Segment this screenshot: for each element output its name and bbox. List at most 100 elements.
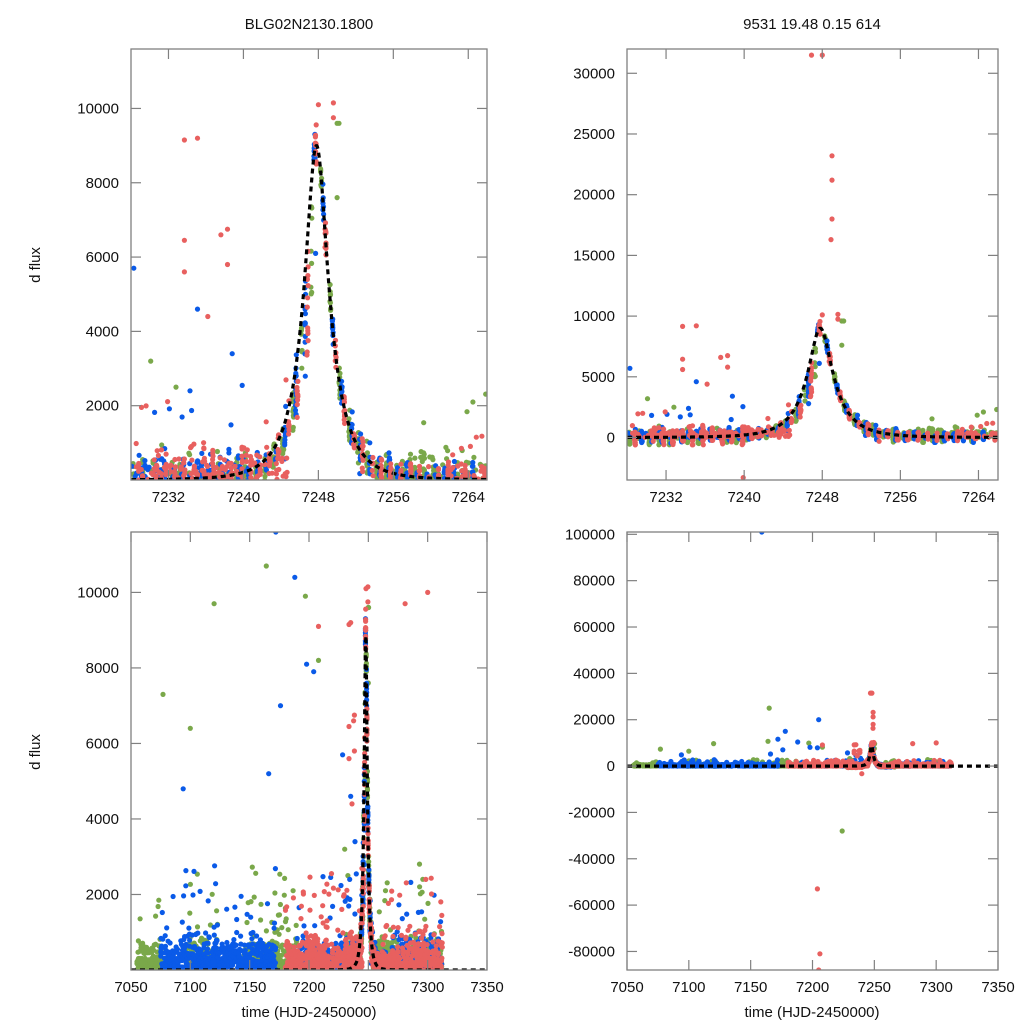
data-point-blue <box>246 483 251 488</box>
data-point-red <box>635 411 641 417</box>
data-point-blue <box>199 450 205 456</box>
data-point-green <box>445 448 451 454</box>
data-point-red <box>305 283 311 289</box>
data-point-green <box>461 479 463 480</box>
data-point-red <box>239 453 245 459</box>
data-point-red <box>189 457 195 463</box>
panel-top-right: 7232 7240 7248 7256 726405000100001500020000… <box>573 48 999 506</box>
data-point-red <box>275 456 281 462</box>
data-point-red <box>275 452 281 458</box>
data-point-blue <box>271 953 277 959</box>
data-point-green <box>431 490 436 495</box>
data-point-red <box>458 461 464 467</box>
data-point-red <box>984 420 990 427</box>
data-point-red <box>426 464 432 470</box>
data-point-red <box>211 467 217 473</box>
data-point-red <box>436 481 441 486</box>
data-point-blue <box>187 937 193 943</box>
data-point-green <box>272 890 278 896</box>
data-point-blue <box>293 352 299 358</box>
data-point-blue <box>355 973 360 978</box>
x-tick-label: 7248 <box>302 489 335 506</box>
data-point-red <box>718 354 724 360</box>
data-point-blue <box>183 883 189 889</box>
data-point-blue <box>470 463 476 469</box>
data-point-green <box>344 971 349 976</box>
data-point-green <box>173 384 179 390</box>
data-point-green <box>276 912 283 918</box>
data-point-blue <box>224 906 230 912</box>
data-point-green <box>334 195 340 201</box>
data-point-green <box>159 442 165 448</box>
data-point-red <box>656 425 662 431</box>
data-point-green <box>187 481 192 486</box>
data-point-green <box>344 990 349 995</box>
data-point-green <box>383 969 385 970</box>
data-point-blue <box>142 458 148 464</box>
data-point-green <box>385 972 390 977</box>
data-point-blue <box>179 919 185 925</box>
data-point-green <box>378 971 383 976</box>
data-point-blue <box>161 482 166 487</box>
data-point-red <box>254 452 260 458</box>
data-point-blue <box>349 971 354 976</box>
data-point-red <box>194 135 201 141</box>
data-point-green <box>281 892 287 898</box>
data-point-red <box>744 428 751 435</box>
data-point-green <box>354 973 359 978</box>
data-point-blue <box>217 950 223 956</box>
data-point-red <box>217 455 223 461</box>
data-point-red <box>856 420 862 426</box>
data-point-green <box>980 409 987 415</box>
data-point-green <box>431 481 436 486</box>
data-point-blue <box>283 403 289 409</box>
xlabel-bottom-left: time (HJD-2450000) <box>241 1004 376 1021</box>
data-point-blue <box>272 866 278 872</box>
data-point-red <box>360 468 366 475</box>
data-point-blue <box>205 940 211 946</box>
data-point-red <box>283 474 289 480</box>
data-point-red <box>446 484 451 489</box>
data-point-green <box>920 427 926 433</box>
data-point-red <box>200 459 206 465</box>
data-point-red <box>680 366 686 373</box>
data-point-green <box>419 458 425 465</box>
data-point-red <box>154 448 160 454</box>
data-point-blue <box>433 483 438 488</box>
data-point-red <box>797 410 803 416</box>
data-point-blue <box>424 492 429 497</box>
data-point-green <box>150 482 155 487</box>
data-point-blue <box>231 937 237 943</box>
y-tick-label: 5000 <box>582 369 615 386</box>
data-point-red <box>829 153 835 159</box>
data-point-blue <box>424 492 429 497</box>
data-point-green <box>340 988 345 993</box>
data-point-red <box>679 429 685 435</box>
data-point-blue <box>341 971 346 976</box>
data-point-green <box>938 427 944 433</box>
ylabel-top-left: d flux <box>27 247 44 283</box>
data-point-red <box>216 469 222 475</box>
data-point-green <box>839 318 845 324</box>
data-point-blue <box>873 422 879 428</box>
data-point-red <box>700 424 706 430</box>
data-point-red <box>220 492 225 497</box>
data-point-red <box>446 487 451 492</box>
data-point-red <box>266 461 272 467</box>
data-point-blue <box>179 414 185 420</box>
data-point-red <box>398 461 404 467</box>
data-point-red <box>286 427 292 433</box>
data-point-red <box>220 493 225 498</box>
data-point-blue <box>212 863 218 869</box>
data-point-green <box>197 496 202 501</box>
data-point-blue <box>271 920 278 926</box>
data-point-red <box>809 371 815 377</box>
data-point-red <box>181 137 187 143</box>
data-point-blue <box>395 482 400 487</box>
data-point-blue <box>174 946 181 952</box>
data-point-blue <box>195 458 201 464</box>
data-point-red <box>229 481 234 486</box>
data-point-green <box>282 875 288 882</box>
data-point-red <box>680 356 686 362</box>
data-point-green <box>137 916 143 922</box>
